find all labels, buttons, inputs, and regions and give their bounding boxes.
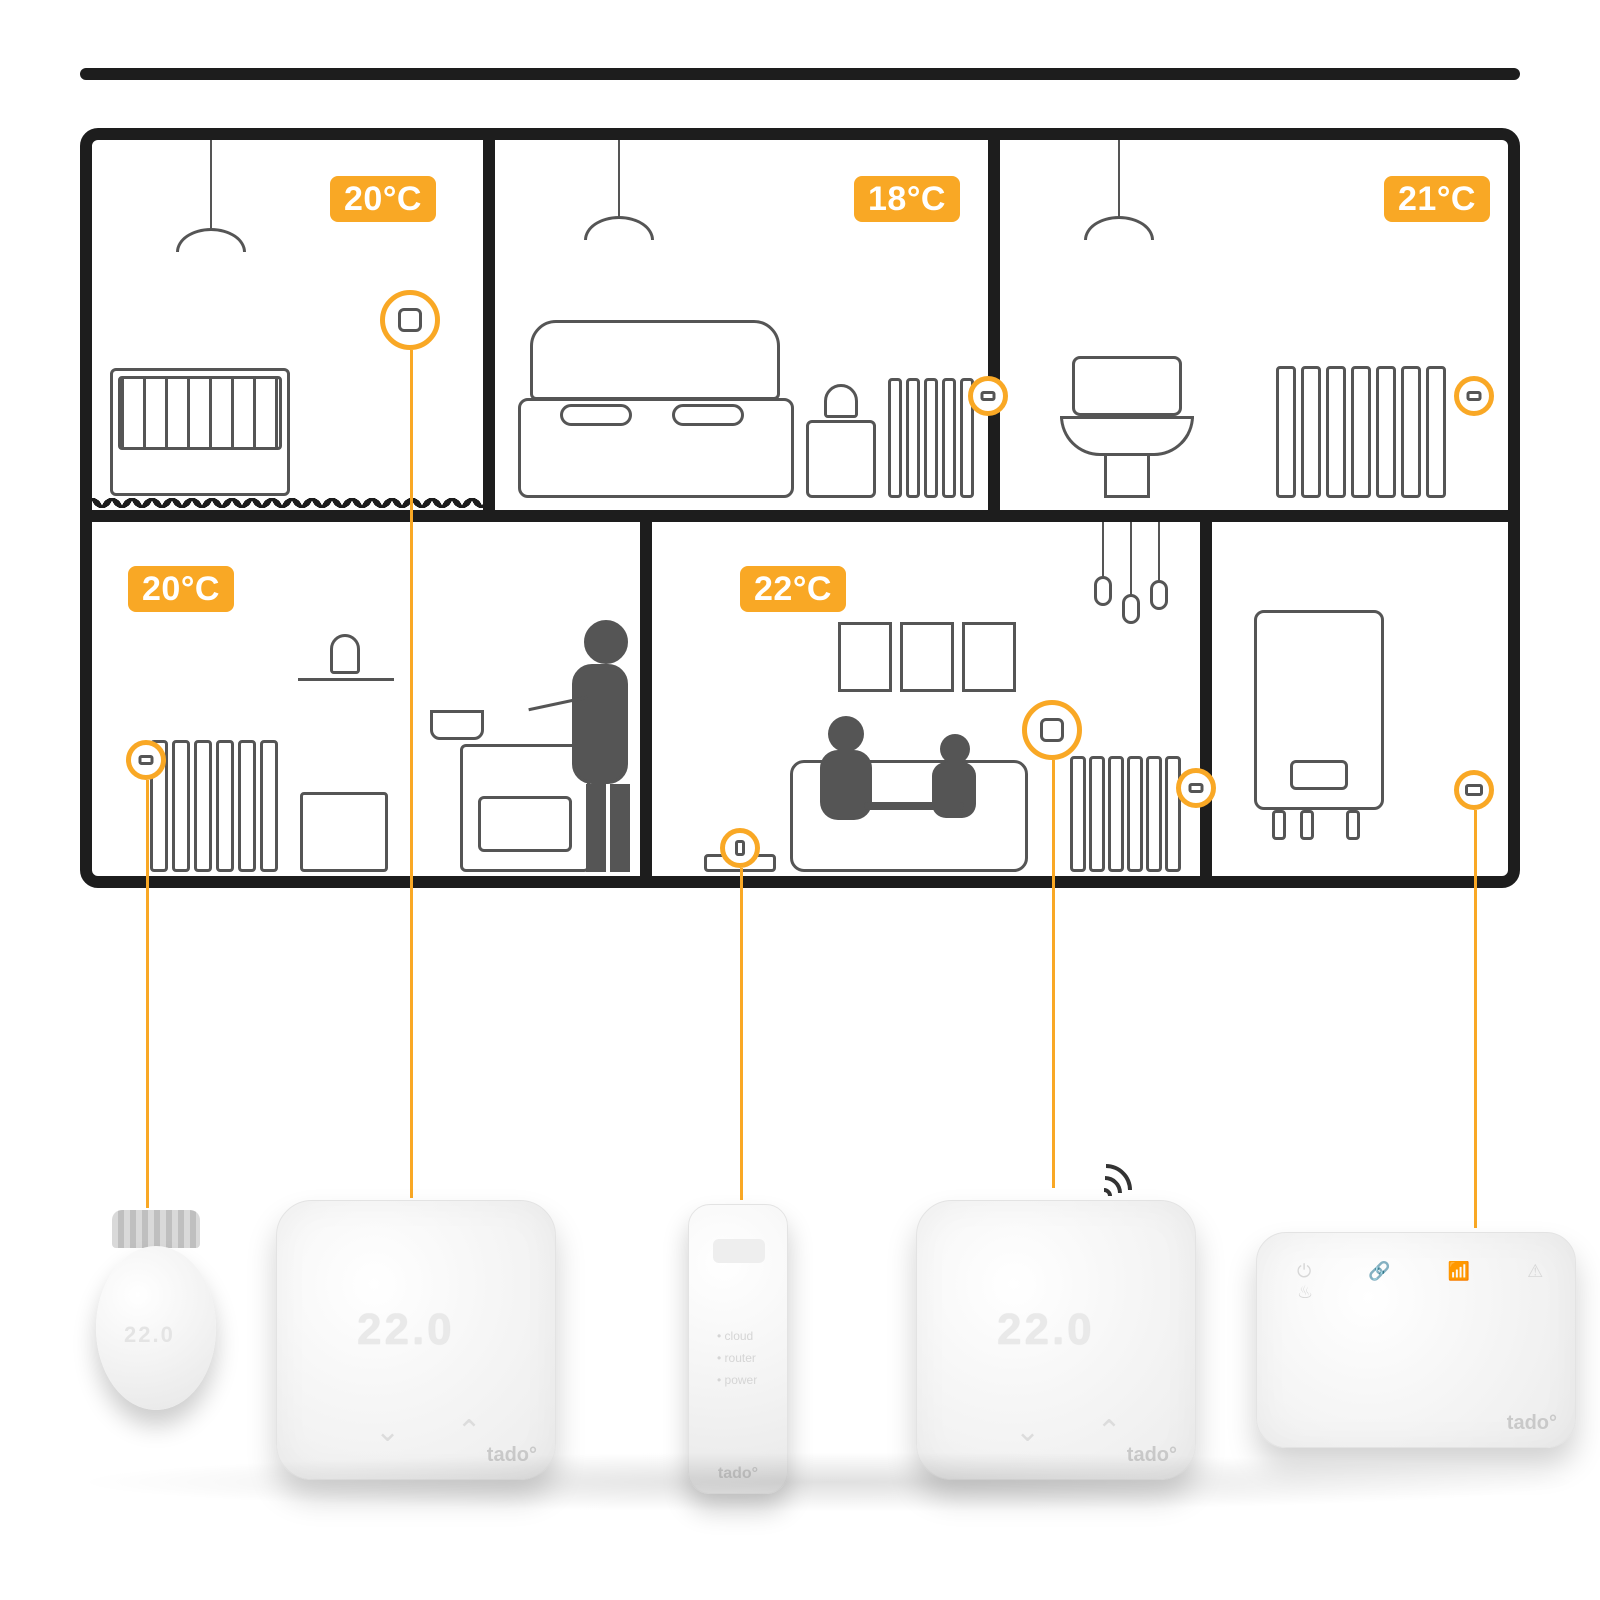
plant-icon [330, 634, 360, 674]
pillow-icon [672, 404, 744, 426]
table-lamp-icon [824, 384, 858, 418]
boiler-panel-icon [1290, 760, 1348, 790]
boiler-pipe-icon [1272, 810, 1286, 840]
product-display: 22.0 [357, 1305, 455, 1355]
underfloor-heating-icon [92, 498, 483, 508]
product-thermostat: 22.0 ⌄ ⌃ tado° [276, 1200, 556, 1480]
wall-lower-2 [1200, 510, 1212, 876]
product-radiator-valve: 22.0 [96, 1210, 216, 1410]
radiator-icon [1276, 366, 1446, 498]
product-extension-kit: ⏻ 🔗 📶 ⚠ ♨ tado° [1256, 1232, 1576, 1448]
crib-rail-icon [118, 376, 282, 450]
lamp-icon [1158, 522, 1160, 582]
lamp-icon [1118, 140, 1120, 218]
temp-badge-bathroom: 21°C [1384, 176, 1490, 222]
lamp-icon [210, 140, 212, 230]
trv-marker-icon [1454, 376, 1494, 416]
picture-frame-icon [900, 622, 954, 692]
wall-upper-1 [483, 140, 495, 520]
wireless-icon [1078, 1150, 1148, 1220]
brand-label: tado° [1507, 1412, 1557, 1435]
shelf-icon [298, 678, 394, 681]
toilet-tank-icon [1072, 356, 1182, 416]
temp-badge-bedroom: 18°C [854, 176, 960, 222]
toilet-bowl-icon [1060, 416, 1194, 456]
wall-upper-2 [988, 140, 1000, 520]
connector-line [1474, 810, 1477, 1228]
lamp-icon [618, 140, 620, 218]
connector-line [410, 350, 413, 1198]
boiler-pipe-icon [1300, 810, 1314, 840]
mid-floor [92, 510, 1508, 522]
boiler-pipe-icon [1346, 810, 1360, 840]
pairing-button-icon [713, 1239, 765, 1263]
bridge-status-lights: • cloud• router• power [717, 1325, 757, 1391]
extension-marker-icon [1454, 770, 1494, 810]
bed-headboard-icon [530, 320, 780, 400]
bulb-icon [1150, 580, 1168, 610]
diagram-canvas: 20°C 18°C 21°C 20°C 22°C [0, 0, 1600, 1600]
trv-marker-icon [1176, 768, 1216, 808]
connector-line [146, 780, 149, 1208]
product-display: 22.0 [997, 1305, 1095, 1355]
roof-line [80, 68, 1520, 80]
radiator-icon [1070, 756, 1180, 872]
bulb-icon [1122, 594, 1140, 624]
trv-marker-icon [126, 740, 166, 780]
floor-shadow [70, 1452, 1590, 1512]
product-internet-bridge: • cloud• router• power tado° [688, 1204, 788, 1494]
lamp-icon [1130, 522, 1132, 596]
nightstand-icon [806, 420, 876, 498]
picture-frame-icon [962, 622, 1016, 692]
pillow-icon [560, 404, 632, 426]
product-thermostat-wireless: 22.0 ⌄ ⌃ tado° [916, 1200, 1196, 1480]
bridge-marker-icon [720, 828, 760, 868]
picture-frame-icon [838, 622, 892, 692]
connector-line [740, 868, 743, 1200]
radiator-icon [888, 378, 974, 498]
thermostat-marker-icon [1022, 700, 1082, 760]
temp-badge-nursery: 20°C [330, 176, 436, 222]
kitchen-counter-icon [300, 792, 388, 872]
temp-badge-kitchen: 20°C [128, 566, 234, 612]
lamp-icon [1102, 522, 1104, 578]
extension-status-icons: ⏻ 🔗 📶 ⚠ ♨ [1297, 1261, 1575, 1303]
radiator-icon [150, 740, 280, 872]
toilet-base-icon [1104, 456, 1150, 498]
person-cooking-icon [528, 620, 638, 874]
pot-icon [430, 710, 484, 740]
wall-lower-1 [640, 510, 652, 876]
temp-badge-living: 22°C [740, 566, 846, 612]
trv-marker-icon [968, 376, 1008, 416]
thermostat-marker-icon [380, 290, 440, 350]
connector-line [1052, 760, 1055, 1188]
bulb-icon [1094, 576, 1112, 606]
product-display: 22.0 [124, 1322, 175, 1348]
